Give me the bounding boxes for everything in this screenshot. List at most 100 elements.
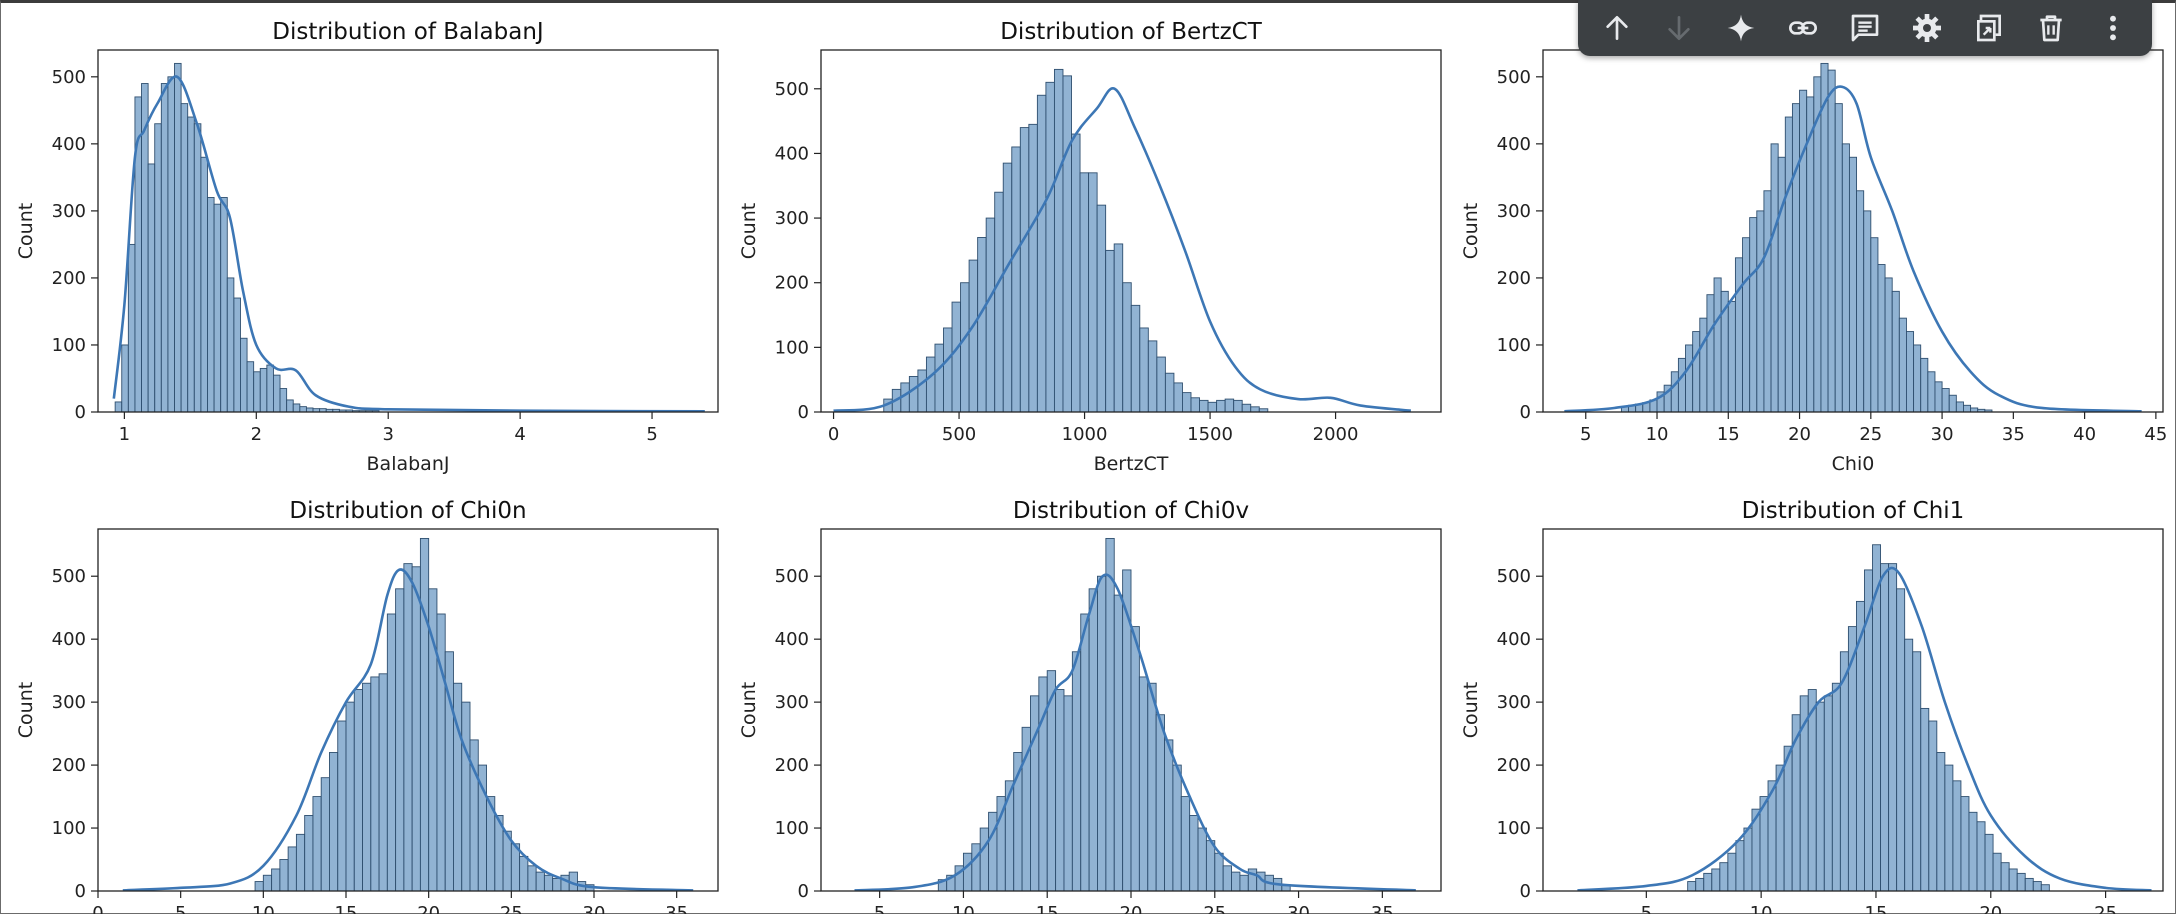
y-tick-label: 500 (52, 67, 86, 88)
histogram-bar (1096, 204, 1107, 412)
histogram-bar (1848, 156, 1858, 412)
histogram-bar (193, 123, 202, 412)
arrow-down-icon (1668, 15, 1690, 40)
histogram-bar (1164, 739, 1174, 891)
histogram-bar (1030, 695, 1040, 891)
y-tick-label: 200 (1497, 755, 1531, 776)
x-tick-label: 10 (1646, 424, 1669, 445)
axes-frame (1542, 528, 2164, 892)
comment-icon (1851, 14, 1879, 42)
plot-area (112, 62, 705, 412)
y-tick-label: 200 (775, 755, 809, 776)
gear-icon (1913, 14, 1941, 42)
x-tick-label: 40 (2073, 424, 2096, 445)
histogram-bar (279, 388, 288, 412)
x-tick-label: 25 (1203, 903, 1226, 914)
histogram-bar (1045, 81, 1055, 412)
kde-line (854, 573, 1416, 891)
histogram-bar (971, 843, 981, 891)
histogram-bar (1791, 103, 1801, 412)
chart-title: Distribution of BalabanJ (272, 19, 543, 45)
histogram-bar (1749, 217, 1758, 412)
histogram-bar (1670, 371, 1679, 412)
y-tick-label: 300 (52, 692, 86, 713)
y-tick-label: 400 (52, 134, 86, 155)
mirror-cell-button[interactable] (1967, 6, 2011, 50)
histogram-bar (1839, 651, 1849, 891)
histogram-bar (1699, 317, 1708, 412)
histogram-bar (1685, 344, 1694, 412)
x-tick-label: 1 (119, 424, 130, 445)
x-tick-label: 0 (828, 424, 839, 445)
plot-area (833, 68, 1412, 412)
y-axis-label: Count (738, 682, 760, 738)
histogram-bar (1727, 852, 1737, 891)
comment-button[interactable] (1843, 6, 1887, 50)
histogram-bar (240, 337, 248, 412)
histogram-bar (1231, 871, 1241, 891)
histogram-bar (1912, 651, 1922, 891)
settings-button[interactable] (1905, 6, 1949, 50)
y-tick-label: 500 (775, 566, 809, 587)
histogram-bar (1823, 695, 1833, 891)
histogram-bar (154, 123, 162, 412)
y-tick-label: 0 (1520, 402, 1531, 423)
histogram-bar (403, 563, 413, 891)
move-cell-down-button[interactable] (1657, 6, 1701, 50)
histogram-bar (943, 327, 953, 412)
histogram-bar (1239, 874, 1249, 891)
histogram-bar (180, 103, 189, 412)
histogram-bar (121, 344, 129, 412)
histogram-bar (1147, 682, 1157, 891)
histogram-bar (329, 752, 339, 891)
histogram-bar (1831, 682, 1841, 891)
plot-area (854, 537, 1416, 891)
histogram-bar (1719, 862, 1729, 891)
x-tick-label: 5 (874, 903, 885, 914)
y-tick-label: 0 (1520, 881, 1531, 902)
x-tick-label: 20 (1120, 903, 1143, 914)
x-tick-label: 35 (2002, 424, 2025, 445)
histogram-bar (1180, 796, 1191, 891)
y-tick-label: 500 (52, 566, 86, 587)
histogram-bar (1677, 357, 1686, 412)
x-tick-label: 15 (1865, 903, 1888, 914)
x-tick-label: 10 (1750, 903, 1773, 914)
delete-cell-button[interactable] (2029, 6, 2073, 50)
move-cell-up-button[interactable] (1595, 6, 1639, 50)
more-vert-icon (2110, 15, 2116, 41)
histogram-bar (1934, 381, 1943, 412)
y-tick-label: 400 (775, 629, 809, 650)
histogram-bar (1799, 89, 1808, 412)
histogram-bar (2024, 877, 2034, 891)
gemini-button[interactable] (1719, 6, 1763, 50)
histogram-bar (519, 855, 529, 891)
histogram-bar (1692, 331, 1701, 412)
histogram-bar (1856, 190, 1865, 412)
y-tick-label: 300 (1497, 692, 1531, 713)
histogram-bar (1877, 264, 1886, 412)
y-tick-label: 100 (1497, 818, 1531, 839)
more-options-button[interactable] (2091, 6, 2135, 50)
histogram-bar (1815, 701, 1825, 891)
kde-line (112, 75, 705, 412)
histogram-6: 0 100 200 300 400 500 5 10 15 20 25 Distribution of… (1460, 498, 2164, 914)
histogram-bar (1164, 372, 1175, 412)
histogram-bar (370, 676, 380, 891)
histogram-bar (1984, 833, 1994, 891)
y-tick-label: 100 (52, 335, 86, 356)
histogram-bar (1884, 277, 1893, 412)
x-tick-label: 2000 (1313, 424, 1359, 445)
histogram-bar (1241, 403, 1252, 412)
histogram-bar (299, 406, 307, 412)
histogram-bar (345, 701, 355, 891)
histogram-bar (1155, 714, 1165, 891)
histogram-bar (1173, 382, 1183, 412)
kde-line (1564, 85, 2142, 412)
histogram-bar (1928, 720, 1938, 891)
histogram-bar (1105, 537, 1115, 891)
x-tick-label: 35 (1371, 903, 1394, 914)
histogram-bar (527, 865, 537, 891)
link-button[interactable] (1781, 6, 1825, 50)
chart-title: Distribution of BertzCT (1000, 19, 1263, 45)
